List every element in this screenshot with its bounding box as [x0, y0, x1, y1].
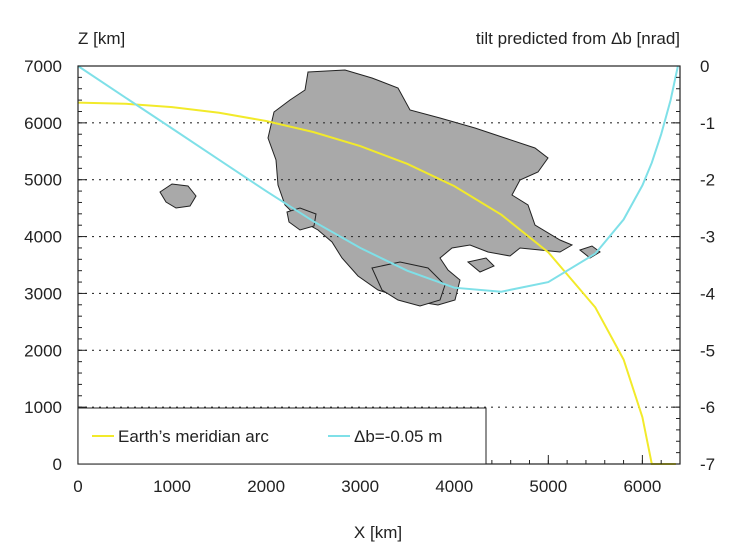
y-right-tick-label: -5 [700, 341, 715, 360]
y-right-tick-label: 0 [700, 57, 709, 76]
ticks: 0 1000 2000 3000 4000 5000 6000 0 1000 2000 3000 40… [24, 57, 715, 496]
x-tick-label: 3000 [341, 477, 379, 496]
y-left-tick-label: 4000 [24, 228, 62, 247]
landmass-map [159, 69, 601, 307]
y-right-tick-label: -4 [700, 284, 715, 303]
y-left-tick-label: 1000 [24, 398, 62, 417]
x-tick-label: 2000 [247, 477, 285, 496]
y-right-tick-label: -3 [700, 228, 715, 247]
legend: Earth’s meridian arc Δb=-0.05 m [77, 407, 487, 465]
x-axis-title: X [km] [354, 523, 402, 542]
y-axis-right-title: tilt predicted from Δb [nrad] [476, 29, 680, 48]
y-left-tick-label: 2000 [24, 341, 62, 360]
grid [78, 122, 680, 408]
legend-box [77, 407, 487, 465]
y-left-tick-label: 0 [53, 455, 62, 474]
series-line-1 [77, 65, 679, 293]
map-mainland [267, 69, 574, 306]
y-right-tick-label: -2 [700, 171, 715, 190]
y-left-tick-label: 3000 [24, 284, 62, 303]
x-tick-label: 4000 [435, 477, 473, 496]
y-right-tick-label: -6 [700, 398, 715, 417]
y-left-tick-label: 7000 [24, 57, 62, 76]
map-island-small [286, 207, 317, 231]
x-tick-label: 6000 [623, 477, 661, 496]
map-island-mid [466, 257, 495, 273]
y-right-tick-label: -7 [700, 455, 715, 474]
x-tick-label: 1000 [153, 477, 191, 496]
y-right-tick-label: -1 [700, 114, 715, 133]
map-island-left [159, 183, 197, 209]
legend-label-meridian: Earth’s meridian arc [118, 427, 269, 446]
x-tick-label: 5000 [529, 477, 567, 496]
y-axis-left-title: Z [km] [78, 29, 125, 48]
legend-label-delta-b: Δb=-0.05 m [354, 427, 442, 446]
x-tick-label: 0 [73, 477, 82, 496]
y-left-tick-label: 5000 [24, 171, 62, 190]
y-left-tick-label: 6000 [24, 114, 62, 133]
map-island-east [578, 245, 601, 259]
